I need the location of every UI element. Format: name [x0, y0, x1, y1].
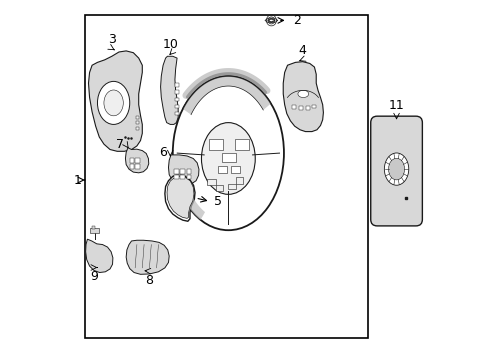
Text: 7: 7 [116, 138, 124, 151]
Bar [174, 169, 178, 174]
Polygon shape [283, 62, 323, 132]
Bar [206, 179, 215, 185]
Bar [311, 105, 316, 108]
Bar [236, 177, 243, 184]
Bar [234, 139, 249, 149]
Bar [136, 116, 139, 119]
Text: 11: 11 [388, 99, 404, 112]
Ellipse shape [201, 123, 255, 194]
Bar [92, 226, 95, 229]
Bar [186, 169, 191, 174]
Bar [135, 158, 140, 163]
Polygon shape [267, 19, 274, 22]
Polygon shape [160, 56, 178, 125]
Bar [186, 175, 191, 179]
Text: 9: 9 [90, 270, 99, 283]
Ellipse shape [387, 158, 404, 180]
Text: 4: 4 [297, 44, 305, 57]
Ellipse shape [297, 90, 308, 98]
Polygon shape [174, 171, 204, 220]
Ellipse shape [384, 153, 408, 185]
Bar [174, 175, 178, 179]
Bar [231, 166, 240, 173]
Bar [228, 184, 235, 189]
Bar [90, 228, 99, 233]
Ellipse shape [97, 81, 129, 125]
Polygon shape [264, 18, 277, 23]
Text: 6: 6 [159, 146, 167, 159]
Text: 10: 10 [163, 38, 179, 51]
Bar [129, 158, 134, 163]
Polygon shape [85, 239, 113, 273]
Bar [135, 164, 140, 168]
Ellipse shape [104, 90, 123, 116]
Text: 5: 5 [214, 195, 222, 208]
Polygon shape [164, 174, 195, 221]
Text: 3: 3 [108, 32, 116, 45]
Bar [208, 139, 223, 149]
Bar [215, 185, 223, 191]
Bar [217, 166, 226, 173]
FancyBboxPatch shape [370, 116, 422, 226]
Polygon shape [88, 51, 142, 151]
Polygon shape [168, 155, 199, 185]
Bar [136, 127, 139, 130]
Bar [180, 169, 184, 174]
Bar [174, 98, 179, 101]
Text: 2: 2 [292, 14, 300, 27]
Bar [129, 164, 134, 168]
Bar [305, 107, 310, 110]
Bar [174, 90, 179, 94]
Bar [136, 121, 139, 125]
Bar [174, 83, 179, 87]
Polygon shape [167, 176, 194, 219]
Bar [180, 175, 184, 179]
Polygon shape [125, 148, 148, 173]
Bar [222, 153, 236, 162]
Bar [174, 112, 179, 116]
Ellipse shape [172, 76, 284, 230]
Bar [174, 105, 179, 108]
Polygon shape [126, 240, 169, 274]
Text: 1: 1 [74, 174, 82, 186]
Bar [85, 15, 367, 338]
Bar [291, 105, 296, 109]
Bar [298, 107, 303, 110]
Text: 8: 8 [145, 274, 153, 287]
Polygon shape [183, 76, 270, 114]
